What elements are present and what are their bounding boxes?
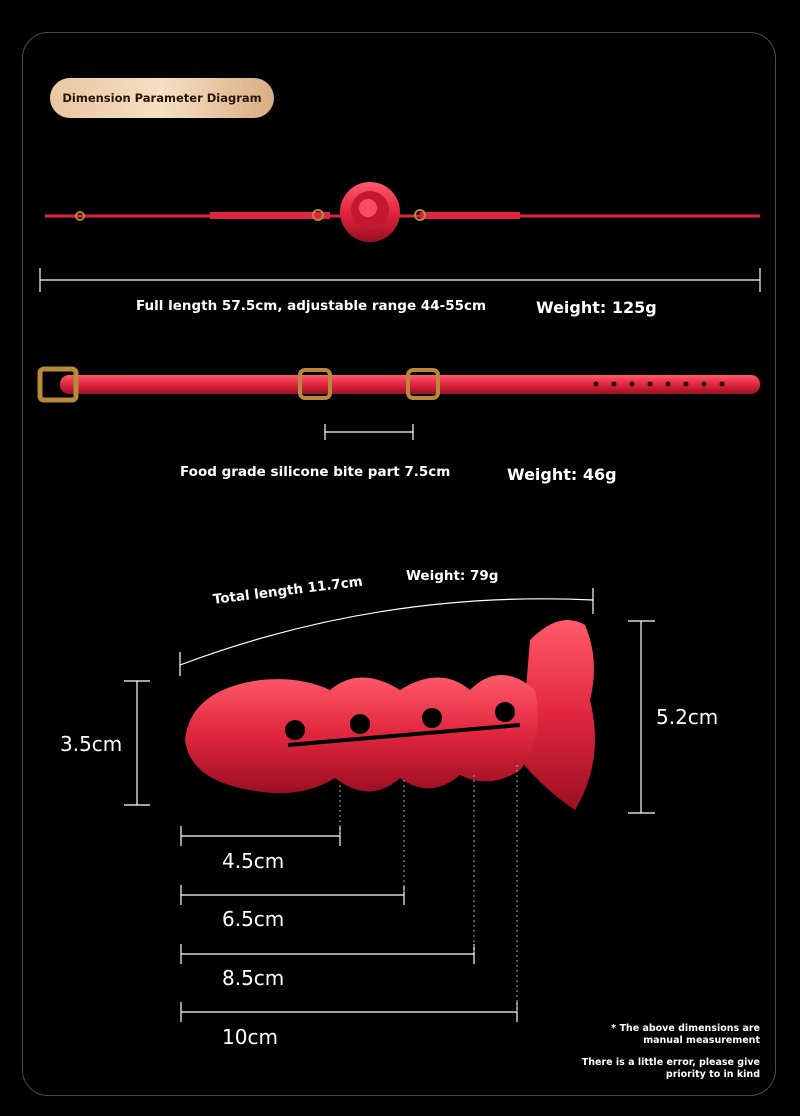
error-note: There is a little error, please give pri… bbox=[582, 1057, 760, 1081]
weight-125g-label: Weight: 125g bbox=[536, 298, 657, 317]
length-label-3: 8.5cm bbox=[222, 966, 285, 990]
full-length-dimension-line bbox=[39, 268, 761, 292]
bite-part-dimension-line bbox=[324, 424, 414, 440]
note-line-1: * The above dimensions are bbox=[611, 1023, 760, 1034]
height-right-label: 5.2cm bbox=[656, 705, 719, 729]
strap-image bbox=[37, 366, 760, 403]
title-badge: Dimension Parameter Diagram bbox=[50, 78, 274, 118]
length-dimension-lines bbox=[180, 826, 518, 1022]
guide-dashed-lines bbox=[339, 765, 518, 1012]
total-length-arc bbox=[179, 588, 594, 676]
gag-piece-image bbox=[185, 620, 595, 810]
length-label-2: 6.5cm bbox=[222, 907, 285, 931]
weight-46g-label: Weight: 46g bbox=[507, 465, 617, 484]
length-label-1: 4.5cm bbox=[222, 849, 285, 873]
note-line-3: There is a little error, please give bbox=[581, 1057, 760, 1068]
note-line-2: manual measurement bbox=[643, 1035, 760, 1046]
length-label-4: 10cm bbox=[222, 1025, 278, 1049]
weight-79g-label: Weight: 79g bbox=[406, 568, 499, 584]
measurement-note: * The above dimensions are manual measur… bbox=[611, 1023, 760, 1047]
rose-gag-full-image bbox=[45, 182, 760, 242]
height-left-label: 3.5cm bbox=[60, 732, 123, 756]
note-line-4: priority to in kind bbox=[665, 1069, 760, 1080]
full-length-label: Full length 57.5cm, adjustable range 44-… bbox=[136, 298, 487, 314]
bite-part-label: Food grade silicone bite part 7.5cm bbox=[180, 464, 451, 480]
height-dimension-lines bbox=[124, 620, 655, 814]
content-panel bbox=[22, 32, 776, 1096]
